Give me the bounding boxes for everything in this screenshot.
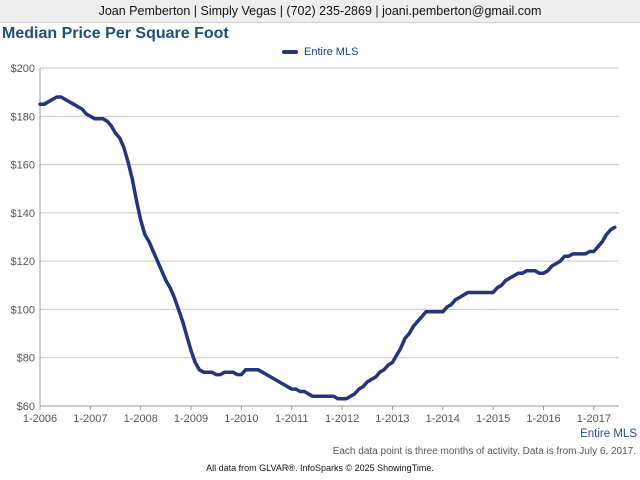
x-tick-label: 1-2013: [375, 413, 409, 425]
y-tick-label: $160: [11, 160, 35, 172]
x-tick-label: 1-2006: [23, 413, 57, 425]
data-source: All data from GLVAR®. InfoSparks © 2025 …: [206, 463, 434, 473]
contact-info: Joan Pemberton | Simply Vegas | (702) 23…: [98, 4, 542, 18]
legend-label: Entire MLS: [304, 46, 359, 58]
x-tick-label: 1-2011: [275, 413, 308, 425]
y-tick-label: $60: [17, 401, 35, 413]
y-tick-label: $140: [11, 208, 35, 220]
chart-title: Median Price Per Square Foot: [2, 25, 229, 42]
footnote: Each data point is three months of activ…: [332, 446, 636, 457]
x-tick-label: 1-2016: [526, 413, 560, 425]
y-tick-label: $120: [11, 256, 35, 268]
x-tick-label: 1-2010: [224, 413, 258, 425]
x-tick-label: 1-2017: [577, 413, 611, 425]
y-tick-label: $80: [17, 353, 35, 365]
y-tick-label: $100: [11, 304, 35, 316]
series-line-entire-mls: [38, 95, 617, 401]
y-tick-label: $200: [11, 63, 35, 75]
x-tick-label: 1-2012: [325, 413, 359, 425]
legend-swatch: [282, 50, 298, 54]
series-tag: Entire MLS: [580, 428, 637, 440]
x-tick-label: 1-2008: [124, 413, 158, 425]
contact-header: Joan Pemberton | Simply Vegas | (702) 23…: [0, 0, 640, 23]
y-tick-label: $180: [11, 111, 35, 123]
x-tick-label: 1-2007: [73, 413, 107, 425]
chart-legend[interactable]: Entire MLS: [282, 46, 358, 58]
x-tick-label: 1-2009: [174, 413, 208, 425]
x-tick-label: 1-2015: [476, 413, 510, 425]
x-tick-label: 1-2014: [426, 413, 460, 425]
